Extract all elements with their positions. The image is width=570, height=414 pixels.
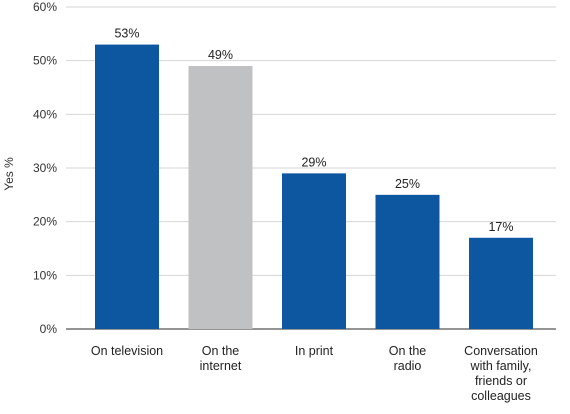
category-label: On television bbox=[91, 344, 163, 358]
y-tick-label: 40% bbox=[33, 107, 57, 121]
bars bbox=[95, 44, 533, 330]
data-labels: 53% 49% 29% 25% 17% bbox=[114, 27, 513, 234]
bar-value-label: 17% bbox=[488, 220, 513, 234]
bar-value-label: 29% bbox=[301, 155, 326, 169]
bar-value-label: 25% bbox=[395, 177, 420, 191]
bar-value-label: 49% bbox=[208, 48, 233, 62]
y-axis-ticks: 0% 10% 20% 30% 40% 50% 60% bbox=[33, 0, 57, 336]
y-tick-label: 0% bbox=[40, 322, 58, 336]
category-label: On the internet bbox=[200, 344, 242, 373]
y-tick-label: 20% bbox=[33, 215, 57, 229]
bar-value-label: 53% bbox=[114, 27, 139, 41]
bar bbox=[282, 173, 346, 329]
y-tick-label: 10% bbox=[33, 268, 57, 282]
bar bbox=[469, 237, 533, 329]
x-axis-categories: On television On the internet In print On th… bbox=[91, 344, 538, 403]
y-tick-label: 30% bbox=[33, 161, 57, 175]
category-label: On the radio bbox=[389, 344, 427, 373]
y-tick-label: 50% bbox=[33, 54, 57, 68]
y-tick-label: 60% bbox=[33, 0, 57, 14]
y-axis-title: Yes % bbox=[2, 157, 16, 191]
bar bbox=[95, 44, 159, 330]
bar bbox=[375, 194, 440, 329]
bar bbox=[188, 66, 253, 330]
category-label: Conversation with family, friends or collea… bbox=[464, 344, 538, 403]
category-label: In print bbox=[295, 344, 334, 358]
